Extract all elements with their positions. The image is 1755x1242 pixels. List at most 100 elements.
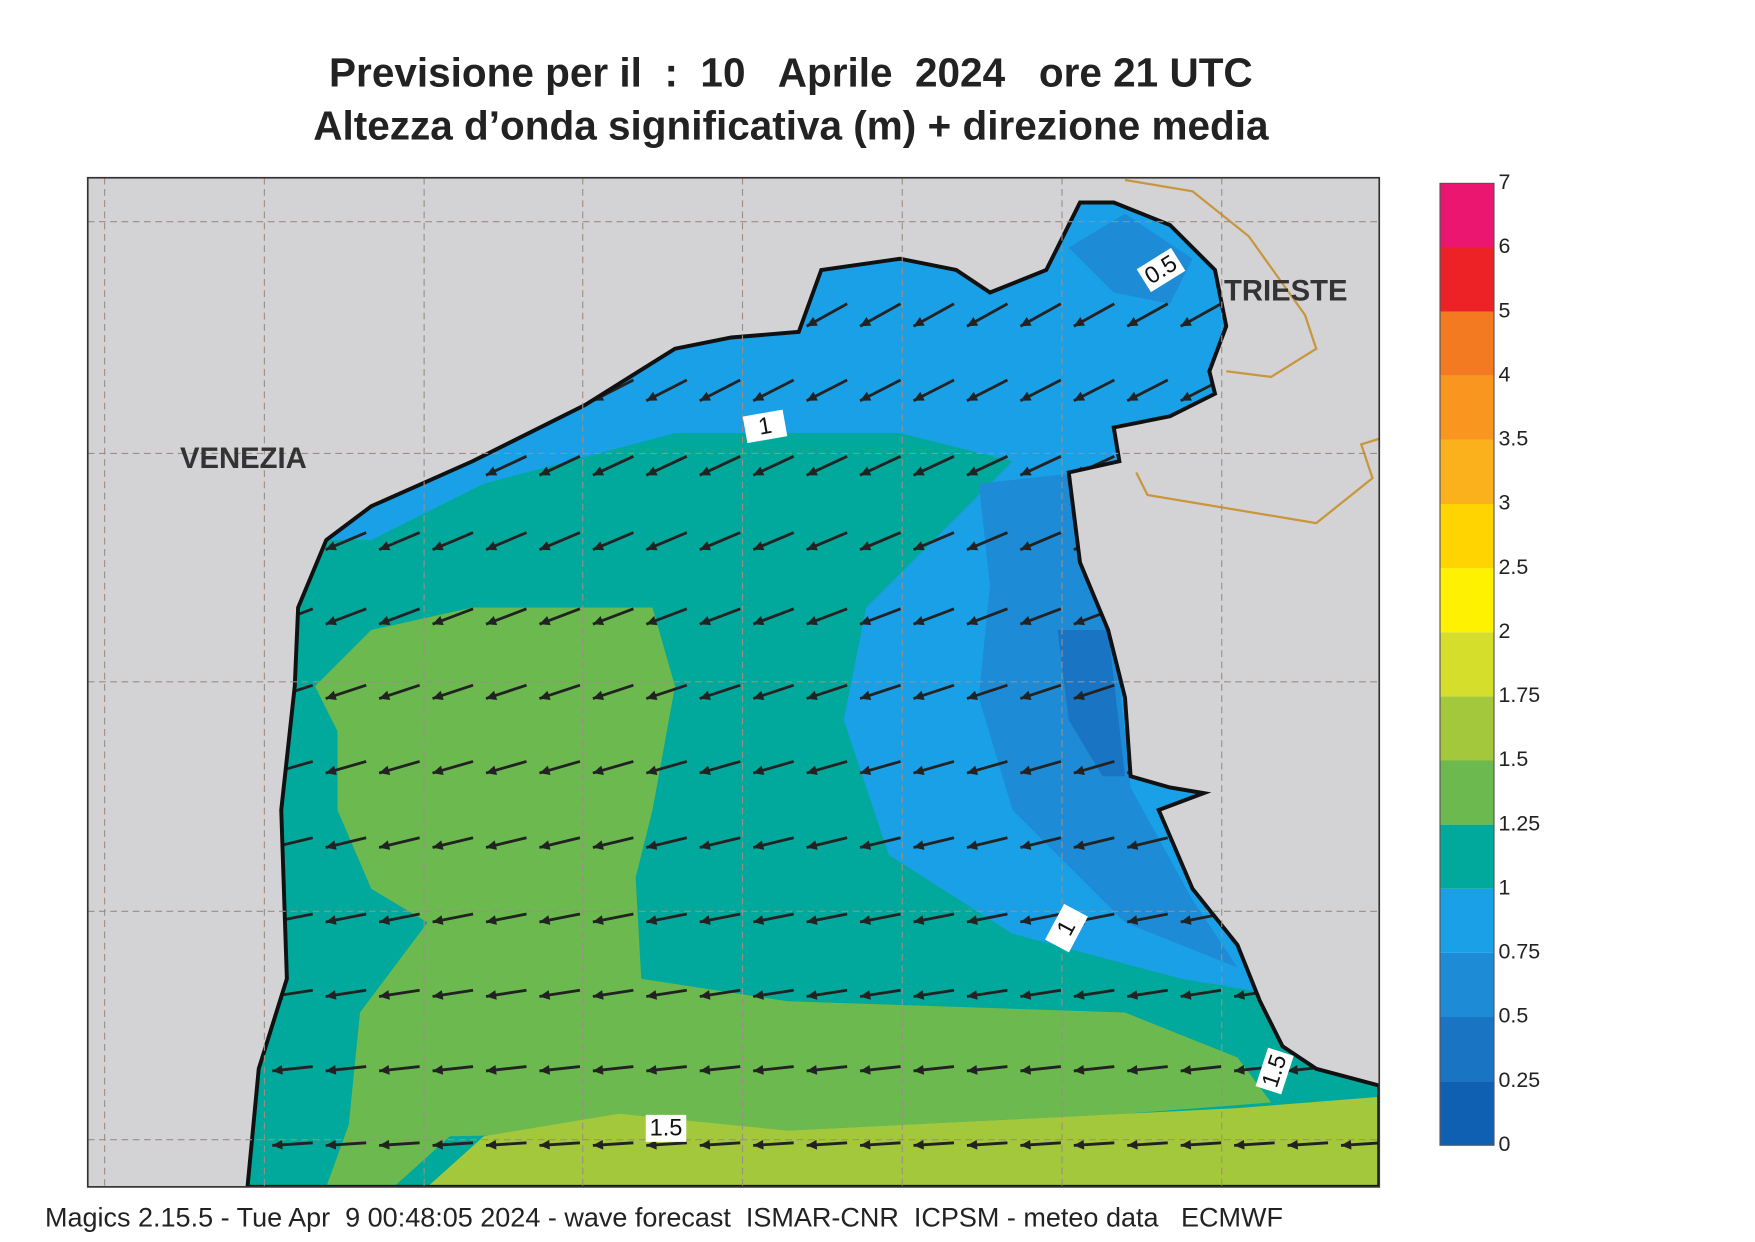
arrow-head xyxy=(272,1064,283,1075)
arrow-head xyxy=(753,1064,764,1075)
arrow-head xyxy=(432,990,444,1000)
arrow-head xyxy=(1127,840,1139,850)
arrow-head xyxy=(646,541,658,551)
arrow-head xyxy=(539,1064,551,1075)
arrow-head xyxy=(966,1139,978,1150)
arrow-head xyxy=(1073,990,1085,1000)
arrow-head xyxy=(379,990,390,1000)
arrow-head xyxy=(699,615,711,626)
arrow-head xyxy=(913,915,925,925)
arrow-head xyxy=(592,615,605,626)
arrow-head xyxy=(646,765,658,775)
colorbar-label: 0.25 xyxy=(1499,1068,1541,1092)
arrow-head xyxy=(646,615,658,626)
arrow-head xyxy=(806,317,818,327)
arrow-head xyxy=(486,840,497,850)
arrow-head xyxy=(432,765,444,775)
arrow-head xyxy=(539,690,551,701)
arrow-head xyxy=(966,1064,978,1075)
arrow-head xyxy=(646,915,658,925)
label-box xyxy=(742,409,788,444)
arrow-head xyxy=(379,615,391,626)
title: Previsione per il : 10 Aprile 2024 ore 2… xyxy=(329,50,1253,96)
arrow-head xyxy=(1020,915,1032,925)
place-label: TRIESTE xyxy=(1224,275,1348,307)
label-box xyxy=(645,1114,687,1142)
arrow-head xyxy=(1073,317,1086,327)
arrow-head xyxy=(486,765,498,775)
arrow-head xyxy=(913,391,925,401)
arrow-head xyxy=(646,690,658,701)
arrow-head xyxy=(1073,690,1085,701)
arrow-head xyxy=(966,615,979,626)
arrow-head xyxy=(539,765,551,775)
arrow-head xyxy=(379,1064,390,1075)
arrow-head xyxy=(860,615,872,626)
arrow-head xyxy=(325,541,337,551)
arrow-head xyxy=(1127,1139,1138,1150)
arrow-head xyxy=(966,391,979,401)
arrow-head xyxy=(699,765,711,775)
arrow-head xyxy=(1234,1064,1245,1075)
colorbar-label: 5 xyxy=(1499,298,1511,322)
arrow-head xyxy=(646,391,658,401)
arrow-head xyxy=(806,840,818,850)
arrow-head xyxy=(860,690,872,701)
arrow-head xyxy=(539,541,551,551)
color-swatch xyxy=(1440,696,1494,761)
arrow-head xyxy=(966,915,978,925)
arrow-head xyxy=(592,1064,604,1075)
arrow-head xyxy=(325,1139,337,1150)
arrow-head xyxy=(432,1139,443,1150)
arrow-head xyxy=(646,990,658,1000)
arrow-head xyxy=(913,1064,925,1075)
arrow-head xyxy=(1020,1064,1031,1075)
arrow-head xyxy=(699,915,711,925)
arrow-head xyxy=(860,915,871,925)
arrow-head xyxy=(860,990,871,1000)
arrow-head xyxy=(1073,1139,1085,1150)
color-swatch xyxy=(1440,439,1494,504)
color-swatch xyxy=(1440,760,1494,825)
arrow-head xyxy=(699,1139,711,1150)
arrow-head xyxy=(1127,990,1139,1000)
map-frame xyxy=(86,176,1381,1188)
arrow-head xyxy=(325,690,337,701)
arrow-head xyxy=(592,765,604,775)
arrow-head xyxy=(699,990,711,1000)
arrow-head xyxy=(325,840,337,850)
arrow-head xyxy=(486,690,498,701)
arrow-head xyxy=(1127,391,1139,401)
arrow-head xyxy=(913,1139,924,1150)
arrow-head xyxy=(325,765,337,775)
arrow-head xyxy=(699,840,711,850)
arrow-head xyxy=(699,1064,711,1075)
arrow-head xyxy=(860,840,872,850)
arrow-head xyxy=(379,541,391,551)
colorbar-label: 3.5 xyxy=(1499,427,1529,451)
colorbar-label: 1.25 xyxy=(1499,811,1541,835)
arrow-head xyxy=(1341,1139,1352,1150)
zone xyxy=(978,213,1238,968)
arrow-head xyxy=(913,765,925,775)
arrow-head xyxy=(860,1139,871,1150)
arrow-head xyxy=(592,466,605,476)
graticule xyxy=(87,177,1380,1187)
arrow-head xyxy=(592,840,604,850)
label-box xyxy=(1045,903,1088,953)
arrow-head xyxy=(699,466,711,476)
arrow-head xyxy=(1020,765,1032,775)
color-swatch xyxy=(1440,568,1494,633)
arrow-head xyxy=(646,840,658,850)
arrow-head xyxy=(806,915,818,925)
arrow-head xyxy=(379,1139,390,1150)
colorbar-label: 0.5 xyxy=(1499,1004,1529,1028)
arrow-head xyxy=(1127,317,1139,327)
arrow-head xyxy=(539,615,551,626)
arrow-head xyxy=(1020,466,1032,476)
contour-label: 1.5 xyxy=(645,1114,687,1142)
arrow-head xyxy=(379,690,391,701)
arrow-head xyxy=(860,1064,871,1075)
arrow-head xyxy=(486,541,498,551)
color-swatch xyxy=(1440,375,1494,440)
